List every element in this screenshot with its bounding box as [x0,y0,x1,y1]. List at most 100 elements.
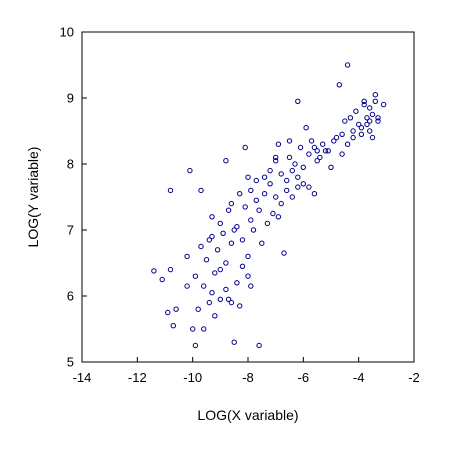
data-point [369,111,376,118]
data-point [286,138,293,144]
data-point [250,227,257,233]
data-point [367,118,373,124]
data-point [192,342,199,349]
data-point [195,306,201,312]
data-point [231,227,237,233]
data-point [239,263,246,269]
plot-frame [81,31,415,363]
data-point [297,144,304,151]
data-point [295,174,301,180]
data-point [372,98,378,105]
data-point [187,167,193,174]
x-tick-label: -14 [73,370,92,385]
data-point [267,181,273,187]
data-point [289,194,295,200]
data-point [367,105,373,111]
data-point [353,108,359,114]
data-point [336,82,342,88]
data-point [317,154,323,161]
data-point [223,158,229,164]
data-point [344,62,351,68]
data-point [361,98,367,105]
x-tick-label: -6 [298,370,310,385]
y-tick-label: 10 [60,25,74,40]
data-point [369,134,376,141]
data-point [225,207,232,213]
data-point [245,253,251,260]
data-point [347,115,354,121]
data-point [292,161,298,167]
data-point [173,306,179,312]
data-point [303,125,309,131]
data-point [248,283,254,289]
data-point [364,115,370,121]
data-point [259,240,265,246]
data-point [358,125,365,131]
data-point [306,184,312,190]
data-point [184,283,190,289]
data-point [358,131,365,138]
data-point [248,187,254,194]
data-point [225,296,232,302]
data-point [228,299,235,306]
data-point [278,200,284,207]
data-point [209,214,215,220]
data-point [350,134,356,141]
data-point [256,342,262,349]
x-axis-label: LOG(X variable) [197,407,298,423]
data-point [234,280,240,286]
y-tick-label: 5 [67,355,74,370]
x-tick-label: -4 [353,370,365,385]
data-point [167,187,174,194]
data-point [231,339,237,345]
data-point [281,250,287,256]
data-point [300,181,306,187]
data-point [331,138,337,144]
data-point [311,144,318,151]
y-tick-label: 9 [67,91,74,106]
x-tick-label: -8 [242,370,254,385]
data-point [248,217,254,223]
data-point [300,164,306,171]
data-point [284,187,290,194]
data-point [275,141,282,147]
data-point [151,268,157,274]
data-point [273,158,279,164]
data-point [322,148,329,154]
data-point [375,118,381,124]
data-point [311,191,318,197]
data-point [273,194,279,200]
data-point [253,197,259,204]
tick-layer: -14 -12 -10 -8 -6 -4 -2 5 6 7 8 9 10 [60,25,420,386]
data-point [220,230,226,237]
data-point [234,224,240,230]
data-point [342,118,348,124]
data-point [159,276,165,283]
data-point [192,273,199,279]
data-point [206,237,213,243]
data-point [217,266,224,273]
data-point-layer [151,62,387,349]
data-point [320,141,326,147]
data-point [273,154,279,161]
data-point [333,134,340,141]
data-point [314,148,320,154]
data-point [217,220,224,227]
data-point [228,240,235,246]
data-point [184,253,190,260]
data-point [367,128,373,134]
y-tick-label: 8 [67,157,74,172]
data-point [275,214,282,220]
data-point [214,247,221,253]
data-point [344,141,351,147]
data-point [375,115,381,121]
data-point [264,220,271,227]
data-point [253,177,259,184]
data-point [261,191,268,197]
data-point [270,210,276,217]
data-point [217,296,224,302]
data-point [306,151,312,157]
data-point [372,92,378,98]
